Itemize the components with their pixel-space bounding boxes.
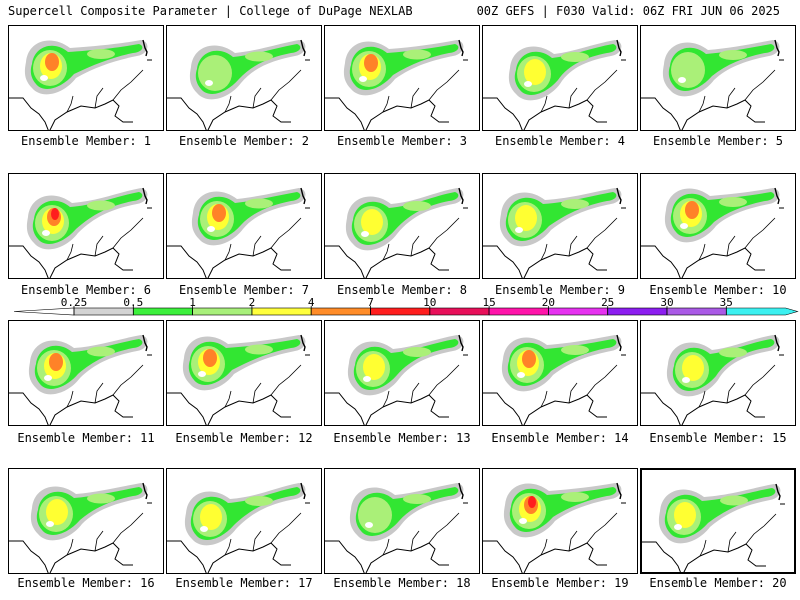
scp-contour-map [167,39,310,130]
colorbar-segment [192,307,253,316]
colorbar-segment [548,307,609,316]
colorbar-segment [607,307,668,316]
ensemble-panel-19[interactable] [482,468,638,574]
scp-contour-map [325,482,468,573]
colorbar-segment [429,307,490,316]
colorbar-segment [370,307,431,316]
ensemble-panel-1[interactable] [8,25,164,131]
colorbar-label: 25 [601,296,615,309]
ensemble-member-caption: Ensemble Member: 13 [333,431,471,445]
colorbar-label: 15 [482,296,496,309]
colorbar-label: 7 [367,296,374,309]
color-scale-bar [13,306,799,316]
colorbar-label: 10 [423,296,437,309]
ensemble-panel-8[interactable] [324,173,480,279]
scp-contour-map [483,482,626,573]
scp-contour-map [325,39,468,130]
ensemble-panel-15[interactable] [640,320,796,426]
ensemble-panel-10[interactable] [640,173,796,279]
colorbar-label: 35 [719,296,733,309]
scp-contour-map [483,334,626,425]
ensemble-member-caption: Ensemble Member: 7 [178,283,310,297]
ensemble-panel-14[interactable] [482,320,638,426]
ensemble-member-caption: Ensemble Member: 9 [494,283,626,297]
colorbar-left-arrow [13,307,75,316]
ensemble-member-caption: Ensemble Member: 4 [494,134,626,148]
colorbar-label: 30 [660,296,674,309]
ensemble-member-caption: Ensemble Member: 15 [649,431,787,445]
scp-contour-map [325,187,468,278]
ensemble-panel-6[interactable] [8,173,164,279]
colorbar-label: 20 [541,296,556,309]
ensemble-panel-9[interactable] [482,173,638,279]
ensemble-panel-7[interactable] [166,173,322,279]
ensemble-panel-3[interactable] [324,25,480,131]
ensemble-panel-16[interactable] [8,468,164,574]
scp-contour-map [167,187,310,278]
colorbar-right-arrow [726,307,799,316]
scp-contour-map [483,39,626,130]
colorbar-label: 4 [307,296,315,309]
scp-contour-map [641,187,784,278]
ensemble-panel-17[interactable] [166,468,322,574]
ensemble-member-caption: Ensemble Member: 19 [491,576,629,590]
ensemble-panel-20[interactable] [640,468,796,574]
scp-contour-map [167,482,310,573]
ensemble-member-caption: Ensemble Member: 16 [17,576,155,590]
ensemble-member-caption: Ensemble Member: 14 [491,431,629,445]
colorbar-label: 0.25 [60,296,88,309]
ensemble-panel-18[interactable] [324,468,480,574]
scp-contour-map [483,187,626,278]
scp-contour-map [325,334,468,425]
ensemble-panel-5[interactable] [640,25,796,131]
ensemble-member-caption: Ensemble Member: 3 [336,134,468,148]
colorbar-segment [251,307,312,316]
forecast-valid-time: 00Z GEFS | F030 Valid: 06Z FRI JUN 06 20… [476,4,780,18]
scp-contour-map [642,483,785,572]
chart-title: Supercell Composite Parameter | College … [8,4,413,18]
ensemble-member-caption: Ensemble Member: 6 [20,283,152,297]
colorbar-segment [666,307,727,316]
ensemble-member-caption: Ensemble Member: 10 [649,283,787,297]
ensemble-panel-13[interactable] [324,320,480,426]
ensemble-panel-11[interactable] [8,320,164,426]
scp-contour-map [641,334,784,425]
colorbar-segment [73,307,134,316]
ensemble-member-caption: Ensemble Member: 1 [20,134,152,148]
colorbar-segment [310,307,371,316]
ensemble-member-caption: Ensemble Member: 17 [175,576,313,590]
ensemble-member-caption: Ensemble Member: 8 [336,283,468,297]
ensemble-panel-4[interactable] [482,25,638,131]
ensemble-member-caption: Ensemble Member: 5 [652,134,784,148]
ensemble-member-caption: Ensemble Member: 18 [333,576,471,590]
colorbar-label: 2 [248,296,256,309]
colorbar-segment [488,307,549,316]
ensemble-member-caption: Ensemble Member: 11 [17,431,155,445]
ensemble-member-caption: Ensemble Member: 2 [178,134,310,148]
ensemble-member-caption: Ensemble Member: 12 [175,431,313,445]
ensemble-member-caption: Ensemble Member: 20 [649,576,787,590]
scp-contour-map [9,334,152,425]
scp-contour-map [9,482,152,573]
scp-contour-map [9,39,152,130]
colorbar-label: 1 [189,296,196,309]
scp-contour-map [167,334,310,425]
colorbar-label: 0.5 [123,296,144,309]
colorbar-segment [133,307,193,316]
scp-contour-map [641,39,784,130]
ensemble-panel-2[interactable] [166,25,322,131]
scp-contour-map [9,187,152,278]
ensemble-panel-12[interactable] [166,320,322,426]
